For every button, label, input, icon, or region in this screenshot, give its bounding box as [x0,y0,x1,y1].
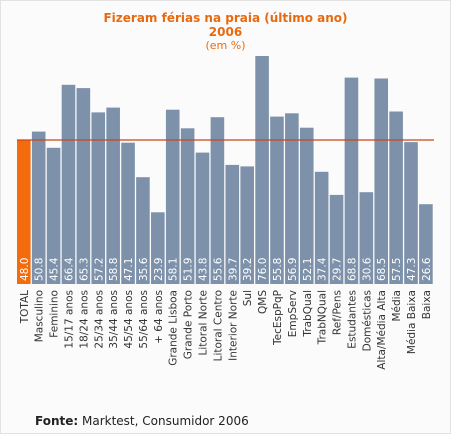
category-label-21: Ref/Pens [332,290,344,335]
category-label-24: Alta/Média Alta [376,290,388,370]
category-label-12: Litoral Norte [198,290,210,356]
bar-value-label-8: 35.6 [138,257,150,281]
bar-value-label-1: 50.8 [34,258,46,281]
category-label-2: Feminino [49,290,61,338]
category-label-17: TecEspPqP [272,290,284,346]
bar-value-label-5: 57.2 [93,258,105,281]
bar-18 [285,113,299,284]
category-label-5: 25/34 anos [93,290,105,349]
bar-12 [195,152,210,284]
bar-value-label-18: 56.9 [287,258,299,281]
category-label-20: TrabNQual [317,290,329,345]
bar-value-label-10: 58.1 [168,258,180,281]
chart-titles: Fizeram férias na praia (último ano) 200… [0,11,451,53]
source-note: Fonte: Marktest, Consumidor 2006 [35,414,249,428]
bar-19 [299,127,314,284]
bar-value-label-12: 43.8 [198,258,210,281]
source-text: Marktest, Consumidor 2006 [82,414,249,428]
bar-value-label-14: 39.7 [227,258,239,281]
bar-value-label-6: 58.8 [108,258,120,281]
bar-value-label-26: 47.3 [406,258,418,281]
bar-value-label-22: 68.8 [346,258,358,281]
category-label-14: Interior Norte [227,290,239,361]
bar-21 [329,194,344,284]
category-label-22: Estudantes [346,290,358,349]
category-label-8: 55/64 anos [138,290,150,349]
chart-title: Fizeram férias na praia (último ano) [103,11,348,25]
bar-16 [255,56,269,284]
category-label-23: Domésticas [361,290,373,351]
bar-value-label-7: 47.1 [123,258,135,281]
bar-14 [225,164,240,284]
bar-17 [270,116,284,284]
bar-1 [31,131,46,284]
category-label-19: TrabQual [302,290,314,338]
category-label-16: QMS [257,290,269,314]
bar-value-label-21: 29.7 [332,258,344,281]
bar-value-label-24: 68.5 [376,258,388,281]
bar-value-label-15: 39.2 [242,258,254,281]
bar-value-label-17: 55.8 [272,258,284,281]
bar-2 [46,147,61,284]
bar-20 [314,171,329,284]
bar-value-label-4: 65.3 [78,258,90,281]
category-label-11: Grande Porto [183,290,195,359]
bar-value-label-27: 26.6 [421,257,433,281]
bar-value-label-19: 52.1 [302,258,314,281]
category-label-27: Baixa [421,290,433,319]
category-label-7: 45/54 anos [123,290,135,349]
bar-value-label-9: 23.9 [153,258,165,281]
category-label-13: Litoral Centro [212,290,224,361]
bar-value-label-3: 66.4 [63,257,75,281]
category-label-15: Sul [242,290,254,306]
bar-3 [61,84,76,284]
bar-7 [121,142,135,284]
bar-10 [165,109,180,284]
chart-subtitle: 2006 [208,25,243,39]
bar-value-label-2: 45.4 [49,257,61,281]
bar-4 [76,88,91,284]
bar-value-label-20: 37.4 [317,257,329,281]
category-label-6: 35/44 anos [108,290,120,349]
category-label-4: 18/24 anos [78,290,90,349]
bar-11 [180,128,195,284]
bar-15 [240,166,254,284]
bar-8 [136,177,150,284]
bar-value-label-23: 30.6 [361,257,373,281]
category-label-0: TOTAL [19,290,31,324]
bar-24 [374,78,389,284]
bar-27 [419,204,433,284]
category-label-18: EmpServ [287,290,299,337]
bar-13 [210,117,225,284]
bar-value-label-0: 48.0 [19,258,31,281]
bar-6 [106,107,120,284]
bar-value-label-11: 51.9 [183,258,195,281]
category-label-10: Grande Lisboa [168,290,180,366]
bar-5 [91,112,106,285]
bar-26 [404,142,418,284]
bar-value-label-25: 57.5 [391,258,403,281]
chart-units: (em %) [205,39,246,52]
category-label-9: + 64 anos [153,290,165,344]
bar-0 [17,140,31,284]
category-label-3: 15/17 anos [63,290,75,349]
bar-value-label-13: 55.6 [212,257,224,281]
bar-23 [359,192,374,284]
category-label-1: Masculino [34,290,46,342]
category-label-26: Média Baixa [406,290,418,354]
bar-value-label-16: 76.0 [257,258,269,281]
bar-22 [344,77,359,284]
bar-9 [151,212,165,284]
bar-25 [389,111,403,284]
source-label: Fonte: [35,414,79,428]
category-label-25: Média [391,290,403,322]
